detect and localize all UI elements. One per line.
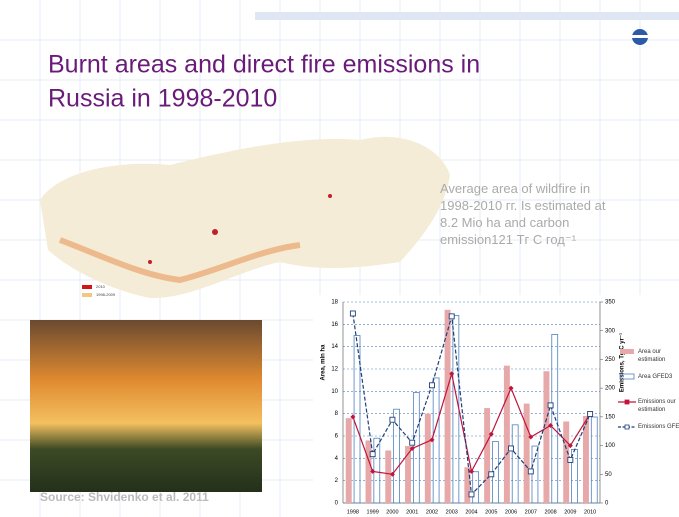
bar bbox=[393, 408, 400, 504]
y-tick-label: 6 bbox=[335, 434, 339, 440]
marker bbox=[350, 414, 356, 420]
marker bbox=[389, 416, 396, 423]
source: Source: Shvidenko et al. 2011 bbox=[40, 490, 209, 504]
y-tick-label: 14 bbox=[331, 344, 338, 350]
legend-entry: Emissions our estimation bbox=[638, 399, 676, 413]
marker bbox=[508, 445, 514, 452]
x-tick-label: 2006 bbox=[505, 509, 517, 515]
marker bbox=[527, 468, 534, 475]
x-tick-label: 2004 bbox=[465, 509, 477, 515]
y-tick-label: 12 bbox=[331, 367, 338, 373]
marker bbox=[448, 313, 455, 320]
y2-tick-label: 100 bbox=[605, 443, 616, 449]
x-tick-label: 2009 bbox=[564, 509, 576, 515]
legend-swatch bbox=[620, 349, 634, 354]
marker bbox=[449, 371, 455, 377]
y-tick-label: 16 bbox=[331, 322, 338, 328]
x-tick-label: 2000 bbox=[386, 509, 398, 515]
marker bbox=[548, 422, 554, 428]
x-tick-label: 2005 bbox=[485, 509, 497, 515]
marker bbox=[409, 439, 416, 446]
y-tick-label: 8 bbox=[335, 411, 339, 417]
marker bbox=[469, 468, 474, 474]
bar bbox=[531, 445, 539, 504]
marker bbox=[409, 445, 415, 451]
x-tick-label: 2002 bbox=[426, 509, 438, 515]
header-band bbox=[255, 12, 679, 20]
marker bbox=[369, 451, 376, 458]
x-tick-label: 2008 bbox=[544, 509, 556, 515]
marker bbox=[429, 437, 435, 443]
bar bbox=[385, 450, 392, 503]
marker bbox=[528, 434, 534, 440]
x-tick-label: 2007 bbox=[525, 509, 537, 515]
x-tick-label: 1999 bbox=[367, 509, 379, 515]
y-tick-label: 4 bbox=[335, 456, 339, 462]
map-legend: 2010 bbox=[96, 284, 106, 289]
y-tick-label: 18 bbox=[331, 300, 338, 306]
y2-tick-label: 250 bbox=[605, 357, 616, 363]
bar bbox=[472, 471, 480, 504]
y2-axis-label: Emissions, Tg C yr⁻¹ bbox=[619, 333, 626, 392]
marker bbox=[389, 471, 395, 477]
y2-tick-label: 350 bbox=[605, 300, 616, 306]
marker bbox=[488, 471, 495, 478]
x-tick-label: 2010 bbox=[584, 509, 596, 515]
legend-entry: Emissions GFED3 bbox=[638, 424, 679, 430]
y2-tick-label: 0 bbox=[605, 501, 609, 507]
bar bbox=[405, 446, 412, 503]
legend-entry: Area GFED3 bbox=[638, 374, 673, 380]
x-tick-label: 2001 bbox=[406, 509, 418, 515]
y2-tick-label: 200 bbox=[605, 386, 616, 392]
y-axis-label: Area, mln ha bbox=[321, 344, 327, 381]
bar bbox=[543, 371, 550, 503]
title-line: Burnt areas and direct fire emissions in bbox=[48, 51, 480, 79]
map-legend: 1998-2009 bbox=[96, 292, 116, 297]
marker bbox=[567, 443, 573, 449]
marker bbox=[468, 491, 475, 498]
bar bbox=[484, 408, 491, 503]
marker bbox=[508, 385, 514, 391]
marker bbox=[349, 310, 356, 317]
note: Average area of wildfire in 1998-2010 гг… bbox=[440, 181, 606, 247]
bar bbox=[464, 467, 471, 503]
bar bbox=[551, 333, 559, 504]
bar bbox=[444, 309, 451, 503]
y2-tick-label: 300 bbox=[605, 328, 616, 334]
fire-photo bbox=[30, 320, 262, 492]
bar bbox=[424, 413, 431, 503]
x-tick-label: 2003 bbox=[446, 509, 458, 515]
marker bbox=[429, 382, 435, 389]
marker bbox=[370, 468, 376, 474]
map: 2010 1998-2009 bbox=[40, 136, 450, 299]
bar bbox=[345, 418, 352, 503]
y-tick-label: 10 bbox=[331, 389, 338, 395]
marker bbox=[547, 402, 554, 409]
bar bbox=[523, 403, 530, 503]
y-tick-label: 2 bbox=[335, 478, 339, 484]
legend-entry: Area our estimation bbox=[638, 349, 666, 363]
bar bbox=[365, 440, 372, 503]
marker bbox=[488, 431, 494, 437]
y2-tick-label: 150 bbox=[605, 414, 616, 420]
y2-tick-label: 50 bbox=[605, 472, 612, 478]
bar bbox=[503, 365, 510, 503]
title-line: Russia in 1998-2010 bbox=[48, 85, 277, 113]
bar bbox=[563, 421, 570, 503]
legend-swatch bbox=[619, 373, 635, 380]
logo bbox=[632, 29, 648, 45]
marker bbox=[567, 456, 574, 463]
y-tick-label: 0 bbox=[335, 501, 339, 507]
bar bbox=[590, 416, 598, 504]
legend-marker bbox=[624, 399, 630, 405]
marker bbox=[587, 411, 594, 417]
legend-marker bbox=[624, 424, 630, 430]
bar bbox=[582, 415, 589, 503]
bar bbox=[511, 424, 519, 504]
x-tick-label: 1998 bbox=[347, 509, 359, 515]
